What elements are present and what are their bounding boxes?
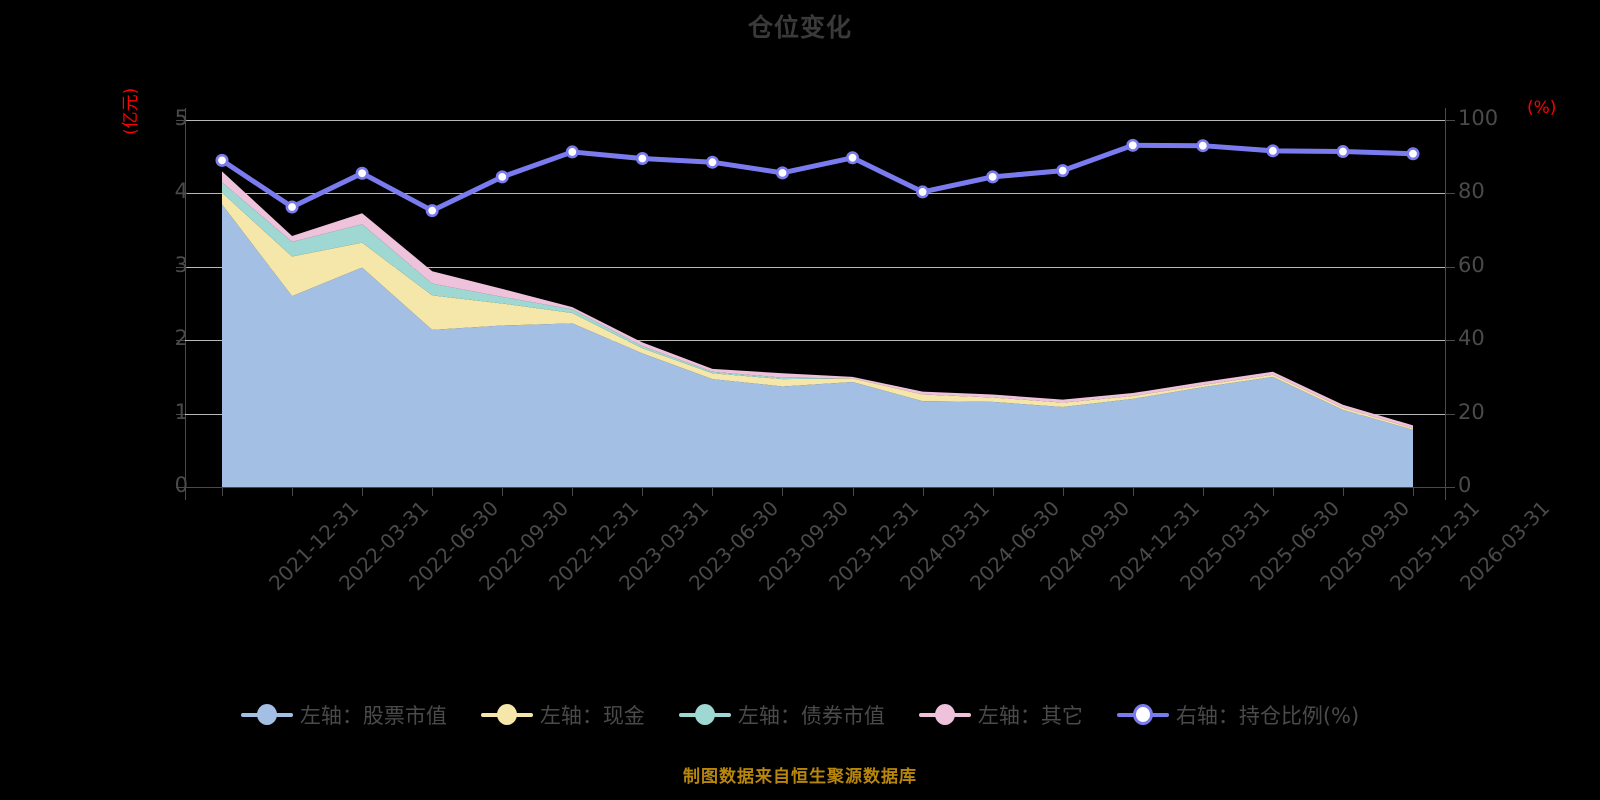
left-axis-tick-label: 2 [174,326,188,351]
data-point-marker [215,153,229,167]
legend-swatch-icon [918,704,971,726]
left-axis-tick-mark [176,266,185,268]
left-axis-tick-mark [176,120,185,121]
right-axis-tick-label: 40 [1458,326,1485,351]
x-axis-tick-mark [712,488,714,496]
x-axis-tick-mark [782,488,784,496]
data-point-marker [986,170,1000,184]
gridline [185,266,1445,268]
left-axis-tick-label: 4 [174,179,188,204]
left-axis-tick-mark [176,487,185,488]
legend-item-label: 右轴：持仓比例(%) [1175,704,1360,728]
left-axis-tick-label: 3 [174,252,188,277]
page-title: 仓位变化 [747,13,852,42]
data-point-marker [635,152,649,166]
left-axis-line [185,108,186,500]
left-axis-unit-label: (亿元) [121,87,141,135]
right-axis-tick-label: 60 [1458,252,1485,277]
bottom-axis-line [185,487,1446,488]
area-series-1 [222,204,1413,487]
data-point-marker [285,200,299,214]
x-axis-tick-mark [1202,488,1204,496]
left-axis-tick-mark [176,193,185,195]
data-point-marker [1196,139,1210,153]
x-axis-tick-mark [1132,488,1134,496]
gridline [185,193,1445,195]
line-series-ratio [219,142,1416,214]
legend-item-label: 左轴：债券市值 [737,704,885,728]
area-series-2 [222,192,1413,430]
x-axis-tick-mark [1342,488,1344,496]
legend-swatch-icon [480,704,533,726]
x-axis-tick-mark [1272,488,1274,496]
x-axis-tick-mark [222,488,223,496]
x-axis-tick-mark [362,488,364,496]
legend-item-4[interactable]: 左轴：其它 [918,700,1083,730]
footer-credit: 制图数据来自恒生聚源数据库 [683,767,917,787]
x-axis-tick-mark [642,488,644,496]
data-point-marker [1126,138,1140,152]
right-axis-tick-mark [1446,487,1455,488]
x-axis-tick-mark [502,488,504,496]
right-axis-tick-label: 0 [1458,473,1472,497]
legend-item-5[interactable]: 右轴：持仓比例(%) [1116,700,1360,730]
left-axis-tick-label: 5 [174,106,188,130]
data-point-marker [1056,164,1070,178]
data-point-marker [846,151,860,165]
right-axis-tick-mark [1446,120,1455,121]
data-point-marker [355,166,369,180]
legend-item-label: 左轴：其它 [977,704,1083,728]
data-point-marker [565,145,579,159]
x-axis-tick-mark [992,488,994,496]
right-axis-tick-label: 80 [1458,179,1485,204]
x-axis-tick-mark [292,488,294,496]
data-point-marker [495,170,509,184]
legend-swatch-icon [678,704,731,726]
right-axis-tick-mark [1446,266,1455,268]
right-axis-tick-mark [1446,340,1455,342]
left-axis-tick-label: 1 [174,399,188,424]
x-axis-tick-mark [1413,488,1414,496]
chart-legend: 左轴：股票市值 左轴：现金 左轴：债券市值 左轴：其它 右轴：持仓比例(%) [0,700,1600,730]
left-axis-tick-label: 0 [174,473,188,497]
data-point-marker [705,155,719,169]
x-axis-tick-mark [1062,488,1064,496]
right-axis-tick-mark [1446,413,1455,415]
legend-swatch-icon [240,704,293,726]
area-series-4 [222,171,1413,429]
data-point-marker [916,185,930,199]
right-axis-tick-label: 100 [1458,106,1499,130]
legend-item-label: 左轴：股票市值 [299,704,447,728]
legend-item-label: 左轴：现金 [539,704,645,728]
right-axis-line [1445,108,1446,500]
left-axis-tick-mark [176,340,185,342]
x-axis-tick-mark [852,488,854,496]
data-point-marker [775,166,789,180]
x-axis-tick-mark [432,488,434,496]
data-point-marker [1406,147,1420,161]
legend-item-2[interactable]: 左轴：现金 [480,700,645,730]
right-axis-tick-label: 20 [1458,399,1485,424]
plot-area [185,120,1445,487]
left-axis-tick-mark [176,413,185,415]
gridline [185,120,1445,121]
chart-canvas [215,138,1420,487]
right-axis-tick-mark [1446,193,1455,195]
x-axis-tick-mark [572,488,574,496]
legend-swatch-icon [1116,704,1169,726]
x-axis-tick-mark [922,488,924,496]
gridline [185,340,1445,342]
right-axis-unit-label: (%) [1527,98,1557,118]
legend-item-1[interactable]: 左轴：股票市值 [240,700,447,730]
legend-item-3[interactable]: 左轴：债券市值 [678,700,885,730]
data-point-marker [1266,144,1280,158]
data-point-marker [1336,145,1350,159]
data-point-marker [425,204,439,218]
